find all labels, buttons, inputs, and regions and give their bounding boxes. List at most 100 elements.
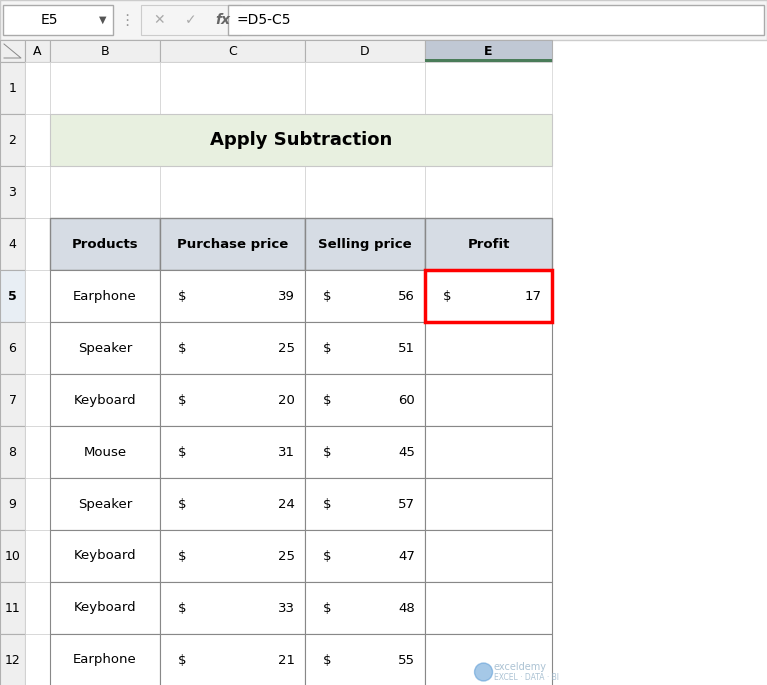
Text: Keyboard: Keyboard xyxy=(74,393,137,406)
Bar xyxy=(25,114,50,166)
Bar xyxy=(425,582,552,634)
Text: E: E xyxy=(484,45,492,58)
Text: 48: 48 xyxy=(398,601,415,614)
Bar xyxy=(50,530,160,582)
Bar xyxy=(160,530,305,582)
Bar xyxy=(160,114,305,166)
Bar xyxy=(160,426,305,478)
Bar xyxy=(425,322,552,374)
Text: fx: fx xyxy=(216,13,231,27)
Bar xyxy=(160,270,305,322)
Bar xyxy=(0,374,25,426)
Text: 25: 25 xyxy=(278,342,295,355)
Text: 8: 8 xyxy=(8,445,17,458)
Bar xyxy=(305,218,425,270)
Bar xyxy=(425,270,552,322)
Bar xyxy=(305,530,425,582)
Text: $: $ xyxy=(443,290,452,303)
Text: ▼: ▼ xyxy=(99,15,107,25)
Text: Mouse: Mouse xyxy=(84,445,127,458)
Bar xyxy=(160,478,305,530)
Text: 31: 31 xyxy=(278,445,295,458)
Text: 4: 4 xyxy=(8,238,16,251)
Text: 55: 55 xyxy=(398,653,415,667)
Text: 33: 33 xyxy=(278,601,295,614)
Bar xyxy=(0,62,25,114)
Bar xyxy=(305,426,425,478)
Bar xyxy=(160,478,305,530)
Bar xyxy=(305,582,425,634)
Bar xyxy=(0,166,25,218)
Bar xyxy=(425,218,552,270)
Text: 20: 20 xyxy=(278,393,295,406)
Bar xyxy=(0,0,767,40)
Text: Earphone: Earphone xyxy=(73,653,137,667)
Bar xyxy=(425,322,552,374)
Bar xyxy=(305,166,425,218)
Text: Products: Products xyxy=(71,238,138,251)
Bar xyxy=(50,166,160,218)
Bar xyxy=(50,114,160,166)
Text: 5: 5 xyxy=(8,290,17,303)
Bar xyxy=(305,374,425,426)
Text: 56: 56 xyxy=(398,290,415,303)
Bar xyxy=(160,322,305,374)
Bar xyxy=(50,62,160,114)
Text: $: $ xyxy=(323,342,331,355)
Bar xyxy=(0,478,25,530)
Bar xyxy=(425,270,552,322)
Text: Keyboard: Keyboard xyxy=(74,601,137,614)
Bar xyxy=(0,582,25,634)
Text: 11: 11 xyxy=(5,601,21,614)
Bar xyxy=(425,374,552,426)
Bar xyxy=(160,40,305,62)
Text: Apply Subtraction: Apply Subtraction xyxy=(210,131,392,149)
Text: $: $ xyxy=(178,342,186,355)
Text: exceldemy: exceldemy xyxy=(493,662,547,672)
Bar xyxy=(160,582,305,634)
Bar xyxy=(425,530,552,582)
Text: $: $ xyxy=(178,393,186,406)
Text: Earphone: Earphone xyxy=(73,290,137,303)
Bar xyxy=(25,166,50,218)
Text: 25: 25 xyxy=(278,549,295,562)
Text: Keyboard: Keyboard xyxy=(74,549,137,562)
Bar xyxy=(50,114,552,166)
Bar xyxy=(425,426,552,478)
Text: Profit: Profit xyxy=(467,238,510,251)
Bar xyxy=(425,40,552,62)
Text: $: $ xyxy=(178,445,186,458)
Bar xyxy=(50,40,160,62)
Bar xyxy=(160,374,305,426)
Bar xyxy=(160,62,305,114)
Text: 9: 9 xyxy=(8,497,16,510)
Text: D: D xyxy=(360,45,370,58)
Text: $: $ xyxy=(323,601,331,614)
Text: ⋮: ⋮ xyxy=(120,12,135,27)
Text: 10: 10 xyxy=(5,549,21,562)
Bar xyxy=(425,62,552,114)
Text: B: B xyxy=(100,45,110,58)
Bar xyxy=(25,426,50,478)
Text: $: $ xyxy=(323,653,331,667)
Bar xyxy=(160,634,305,685)
Text: 51: 51 xyxy=(398,342,415,355)
Bar xyxy=(50,270,160,322)
Text: 60: 60 xyxy=(398,393,415,406)
Bar xyxy=(305,322,425,374)
Bar xyxy=(25,478,50,530)
Text: 39: 39 xyxy=(278,290,295,303)
Bar xyxy=(305,530,425,582)
Bar xyxy=(305,270,425,322)
Bar xyxy=(305,270,425,322)
Bar xyxy=(50,582,160,634)
Bar xyxy=(305,114,425,166)
Bar xyxy=(160,582,305,634)
Bar xyxy=(25,62,50,114)
Text: C: C xyxy=(228,45,237,58)
Bar xyxy=(141,5,241,35)
Bar xyxy=(25,374,50,426)
Text: 57: 57 xyxy=(398,497,415,510)
Bar xyxy=(0,114,25,166)
Bar xyxy=(50,218,160,270)
